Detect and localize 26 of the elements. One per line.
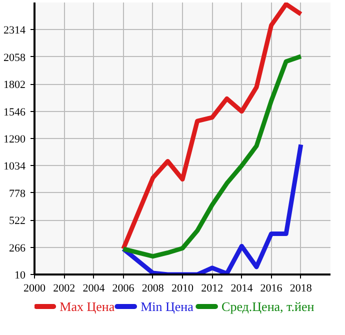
- y-tick-label: 778: [9, 188, 26, 200]
- x-tick-label: 2002: [53, 282, 76, 294]
- line-series: [121, 2, 304, 252]
- y-tick-label: 2058: [4, 52, 26, 64]
- x-tick-label: 2006: [112, 282, 135, 294]
- x-tick-label: 2010: [172, 282, 194, 294]
- legend-label: Сред.Цена, т.йен: [222, 299, 314, 314]
- x-tick-label: 2018: [290, 282, 312, 294]
- legend-label: Min Цена: [140, 299, 194, 314]
- x-tick-label: 2008: [142, 282, 164, 294]
- y-tick-label: 2314: [4, 24, 26, 37]
- line-series: [121, 54, 304, 259]
- y-tick-label: 522: [9, 215, 26, 228]
- x-tick-label: 2014: [230, 282, 254, 294]
- legend-label: Max Цена: [60, 299, 115, 314]
- y-tick-label: 1034: [4, 160, 26, 173]
- line-series: [121, 142, 304, 274]
- x-tick-label: 2000: [24, 282, 46, 294]
- x-tick-label: 2004: [82, 282, 106, 294]
- x-tick-label: 2012: [201, 282, 224, 294]
- x-tick-label: 2016: [260, 282, 283, 294]
- y-tick-label: 266: [9, 242, 26, 254]
- y-tick-label: 1546: [4, 106, 26, 118]
- y-tick-label: 10: [14, 270, 26, 282]
- y-tick-label: 1802: [4, 79, 26, 92]
- y-tick-label: 1290: [4, 134, 26, 146]
